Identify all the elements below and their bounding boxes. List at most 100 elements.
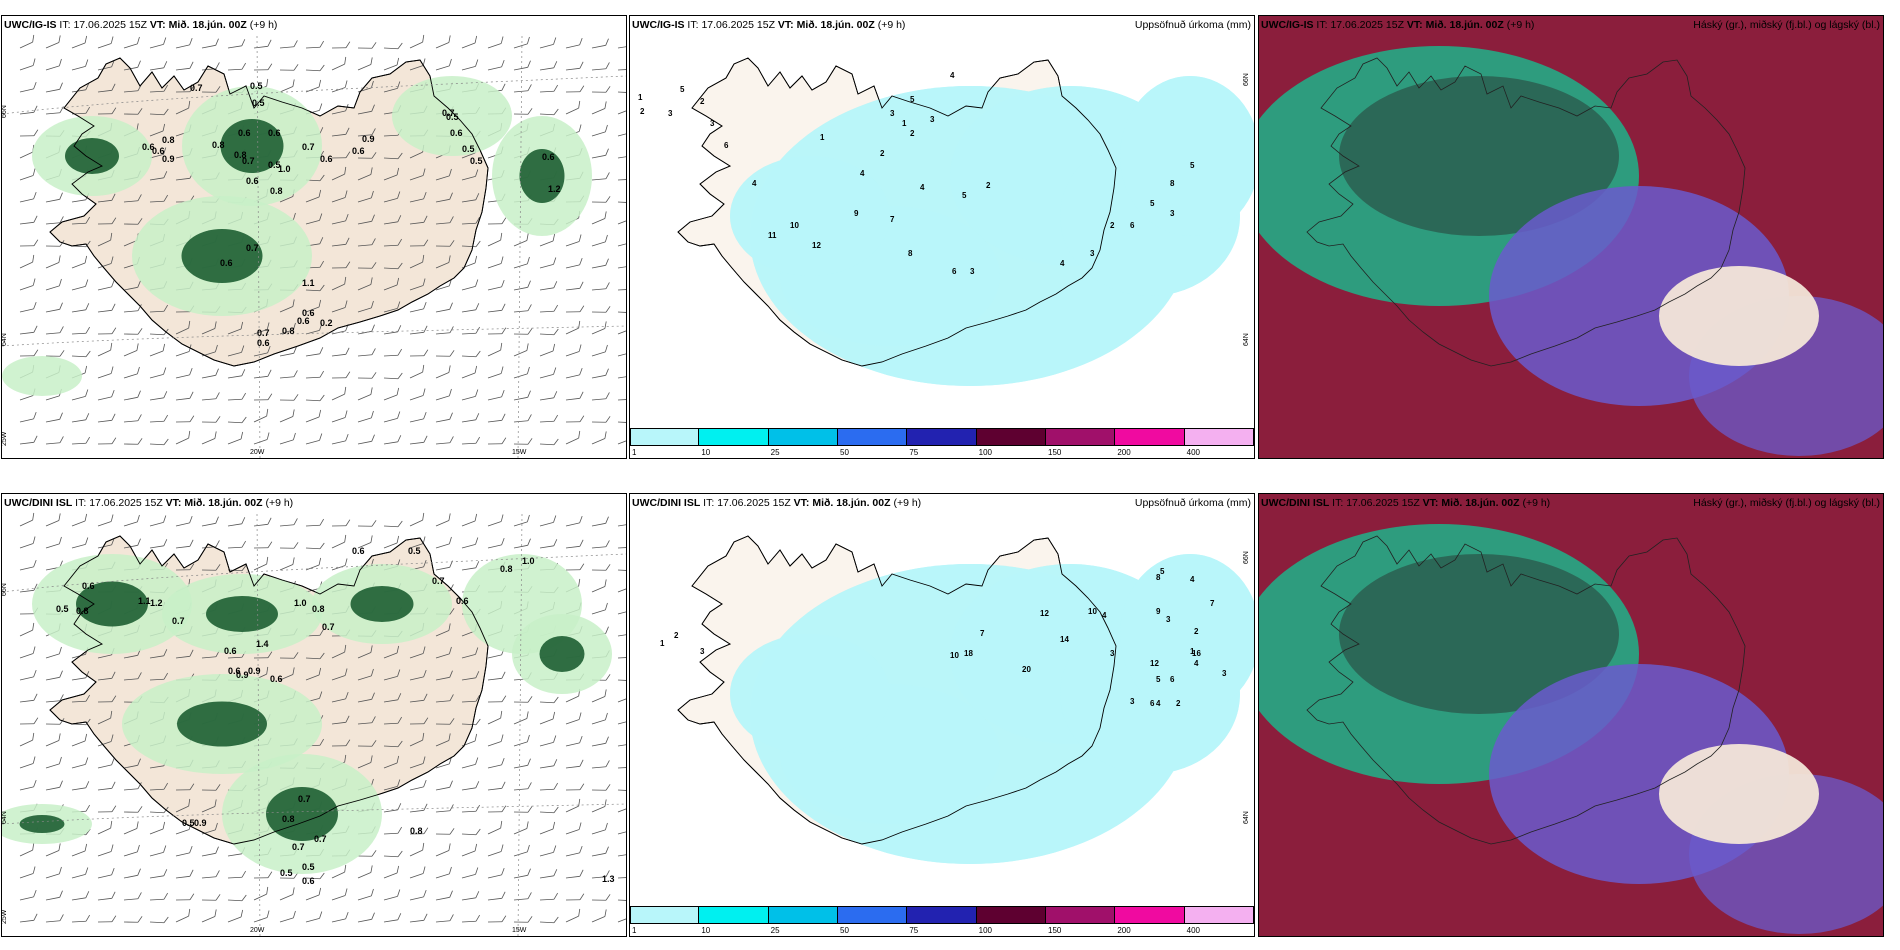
value-label: 0.7 [314,834,327,844]
axis-label: 15W [512,927,527,934]
wind-barb [305,213,323,225]
wind-barb [591,564,611,571]
wind-barb [383,42,403,50]
value-label: 0.8 [270,186,283,196]
wind-barb [97,389,115,401]
wind-barb [331,41,351,49]
wind-barb [123,194,142,203]
panel-title: UWC/IG-IS IT: 17.06.2025 15Z VT: Mið. 18… [1261,19,1535,31]
wind-barb [409,215,428,225]
wind-barb [617,523,626,527]
wind-barb [565,515,583,527]
wind-barb [513,514,530,527]
wind-barb [435,890,453,901]
wind-barb [383,913,402,923]
wind-barb [435,718,455,725]
value-label: 0.8 [212,140,225,150]
wind-barb [71,436,91,445]
wind-barb [617,719,626,725]
wind-barb [97,710,113,725]
wind-barb [123,672,142,681]
wind-barb [305,40,325,49]
wind-barb [305,394,325,402]
value-label: 1.2 [548,184,561,194]
value-label: 14 [1060,635,1069,644]
wind-barb [19,81,37,93]
wind-barb [19,669,37,681]
wind-barb [461,193,480,203]
wind-barb [227,39,246,49]
wind-barb [617,569,626,572]
wind-barb [539,821,556,835]
axis-label: 20W [250,927,265,934]
map-cloud [1259,16,1883,458]
wind-barb [123,36,140,49]
value-label: 10 [1088,607,1097,616]
wind-barb [279,910,296,923]
wind-barb [331,276,347,291]
wind-barb [19,239,39,247]
wind-barb [435,513,451,527]
colorbar-segment [1115,428,1185,446]
wind-barb [617,45,626,49]
value-label: 5 [962,191,967,200]
wind-barb [357,104,375,115]
wind-barb [331,386,347,401]
wind-barb [123,758,141,769]
value-label: 3 [1130,697,1135,706]
wind-barb [97,844,114,857]
value-label: 0.6 [268,128,281,138]
wind-barb [461,781,480,791]
wind-barb [539,806,559,814]
wind-barb [45,780,63,791]
value-label: 1.2 [150,598,163,608]
axis-label: 25W [2,909,8,924]
wind-barb [19,301,37,313]
value-label: 4 [1190,575,1195,584]
wind-barb [201,784,221,791]
wind-barb [617,201,626,204]
wind-barb [305,518,325,527]
wind-barb [357,214,375,225]
value-label: 20 [1022,665,1031,674]
axis-label: 66N [1243,73,1250,86]
wind-barb [331,347,350,357]
wind-barb [201,86,221,93]
wind-barb [591,822,608,835]
value-label: 1.4 [256,639,269,649]
colorbar-segment [630,906,700,924]
value-label: 0.7 [298,794,311,804]
wind-barb [149,782,169,791]
wind-barb [71,671,90,681]
value-label: 2 [910,129,915,138]
wind-barb [123,304,142,313]
wind-barb [149,367,167,379]
wind-barb [149,61,168,71]
wind-barb [539,37,557,49]
value-label: 0.5 [408,546,421,556]
value-label: 6 [724,141,729,150]
wind-barb [591,124,608,137]
wind-barb [487,695,507,703]
value-label: 4 [1102,611,1107,620]
wind-barb [435,436,454,445]
wind-barb [435,866,452,879]
value-label: 0.9 [248,666,261,676]
wind-barb [539,367,557,379]
wind-barb [331,127,350,137]
wind-barb [591,760,610,769]
wind-barb [279,79,295,93]
wind-barb [279,518,298,527]
wind-barb [123,782,142,791]
wind-barb [123,343,139,357]
wind-barb [305,370,325,379]
wind-barb [97,413,116,423]
wind-barb [383,191,401,203]
wind-barb [19,913,38,923]
wind-barb [253,322,270,335]
wind-barb [175,563,195,571]
wind-barb [227,62,247,71]
wind-barb [409,803,428,813]
wind-barb [201,894,221,901]
wind-barb [461,389,479,401]
